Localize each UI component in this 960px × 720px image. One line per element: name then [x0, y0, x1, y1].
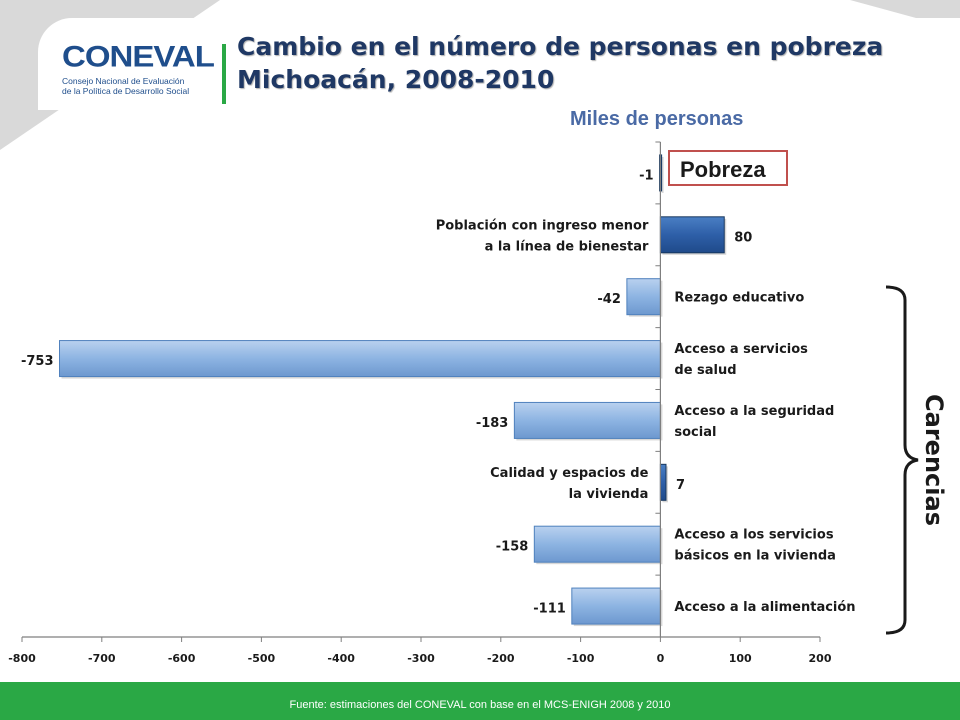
page-title: Cambio en el número de personas en pobre…	[237, 30, 883, 96]
category-label: social	[674, 425, 716, 440]
data-label: -158	[496, 540, 529, 555]
header-divider	[222, 44, 226, 104]
bar	[659, 216, 725, 254]
x-tick-label: -100	[567, 652, 595, 665]
bar	[59, 340, 661, 378]
title-line-1: Cambio en el número de personas en pobre…	[237, 32, 884, 61]
bar	[659, 463, 667, 501]
data-label: -42	[597, 292, 621, 307]
coneval-logo: CONEVAL Consejo Nacional de Evaluación d…	[62, 39, 215, 104]
bar-chart: -800 -700 -600 -500 -400 -300 -200 -100 0 100 200 …	[8, 141, 948, 665]
x-tick-label: 200	[809, 652, 832, 665]
category-label: Acceso a la seguridad	[674, 404, 834, 419]
category-label: Rezago educativo	[674, 291, 804, 306]
data-label: 80	[734, 230, 752, 245]
category-label: Población con ingreso menor	[436, 218, 649, 233]
category-label: Calidad y espacios de	[490, 466, 648, 481]
footer-source: Fuente: estimaciones del CONEVAL con bas…	[289, 699, 671, 711]
footer-bar: Fuente: estimaciones del CONEVAL con bas…	[0, 682, 960, 720]
pobreza-label: Pobreza	[668, 150, 788, 186]
bar	[513, 401, 661, 439]
logo-wordmark: CONEVAL	[62, 39, 215, 73]
x-tick-label: -800	[8, 652, 36, 665]
category-label: a la línea de bienestar	[485, 239, 649, 254]
data-label: 7	[676, 478, 685, 493]
data-label: -183	[476, 416, 509, 431]
category-label: de salud	[674, 363, 736, 378]
x-tick-label: -600	[168, 652, 196, 665]
x-tick-label: 0	[657, 652, 665, 665]
bar	[533, 525, 661, 563]
title-line-2: Michoacán, 2008-2010	[237, 65, 555, 94]
bar	[571, 587, 661, 625]
x-tick-label: -700	[88, 652, 116, 665]
x-tick-label: -300	[407, 652, 435, 665]
bar-shadow	[661, 156, 664, 193]
data-label: -1	[639, 168, 653, 183]
units-label: Miles de personas	[570, 108, 744, 130]
carencias-brace	[885, 285, 919, 635]
category-label: Acceso a los servicios	[674, 528, 833, 543]
bar	[626, 278, 661, 316]
logo-subtitle-1: Consejo Nacional de Evaluación	[62, 76, 185, 86]
category-label: Acceso a servicios	[674, 342, 808, 357]
x-tick-label: -500	[248, 652, 276, 665]
data-label: -753	[21, 354, 54, 369]
category-label: la vivienda	[569, 487, 649, 502]
x-tick-label: 100	[729, 652, 752, 665]
header-panel	[38, 18, 960, 110]
x-tick-label: -400	[327, 652, 355, 665]
x-tick-label: -200	[487, 652, 515, 665]
carencias-label: Carencias	[920, 394, 948, 526]
logo-subtitle-2: de la Política de Desarrollo Social	[62, 86, 190, 96]
category-label: Acceso a la alimentación	[674, 600, 855, 615]
data-label: -111	[533, 602, 566, 617]
category-label: básicos en la vivienda	[674, 549, 836, 564]
